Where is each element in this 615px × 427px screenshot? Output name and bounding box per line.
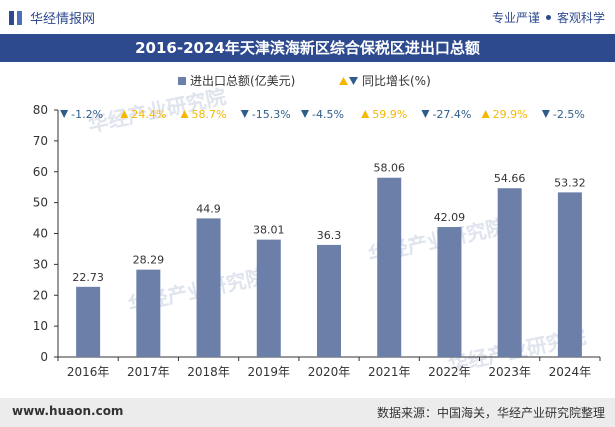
legend-up-triangle-icon bbox=[339, 77, 348, 85]
bullet-icon bbox=[545, 15, 551, 20]
x-tick-label: 2019年 bbox=[248, 365, 291, 379]
bar-value-label: 36.3 bbox=[317, 229, 342, 242]
bar bbox=[377, 177, 402, 357]
yoy-label: 58.7% bbox=[192, 108, 227, 121]
y-tick-label: 0 bbox=[40, 350, 48, 364]
yoy-label: -1.2% bbox=[71, 108, 103, 121]
yoy-up-icon bbox=[481, 110, 490, 118]
legend-label-yoy: 同比增长(%) bbox=[362, 74, 431, 88]
legend-swatch-total bbox=[178, 77, 186, 85]
bar-value-label: 58.06 bbox=[373, 162, 405, 175]
bar bbox=[497, 188, 522, 357]
bar bbox=[557, 192, 582, 357]
bar-value-label: 42.09 bbox=[434, 211, 466, 224]
brand-name: 华经情报网 bbox=[30, 12, 96, 27]
x-tick-label: 2018年 bbox=[187, 365, 230, 379]
chart-title: 2016-2024年天津滨海新区综合保税区进出口总额 bbox=[0, 34, 615, 62]
bars: 22.73 28.29 44.9 38.01 36.3 58.06 42.09 54.66 53… bbox=[72, 162, 586, 357]
bar-value-label: 54.66 bbox=[494, 172, 526, 185]
tagline: 专业严谨 客观科学 bbox=[492, 9, 605, 26]
y-tick-label: 50 bbox=[33, 196, 48, 210]
yoy-down-icon bbox=[541, 110, 550, 118]
footer: www.huaon.com 数据来源：中国海关，华经产业研究院整理 bbox=[0, 398, 615, 427]
footer-source: 数据来源：中国海关，华经产业研究院整理 bbox=[376, 406, 605, 420]
x-tick-label: 2022年 bbox=[428, 365, 471, 379]
yoy-label: 24.4% bbox=[131, 108, 166, 121]
yoy-down-icon bbox=[421, 110, 430, 118]
logo-icon bbox=[8, 10, 24, 26]
bar bbox=[136, 269, 161, 357]
y-tick-label: 60 bbox=[33, 165, 48, 179]
x-tick-label: 2024年 bbox=[549, 365, 592, 379]
bar bbox=[76, 286, 101, 357]
yoy-row: -1.2% 24.4% 58.7% -15.3% -4.5% 59.9% -27.4% 29.… bbox=[60, 108, 585, 121]
yoy-label: 59.9% bbox=[372, 108, 407, 121]
chart: 华经产业研究院华经产业研究院华经产业研究院华经产业研究院 进出口总额(亿美元)同… bbox=[33, 73, 601, 379]
bar-value-label: 53.32 bbox=[554, 176, 586, 189]
legend: 进出口总额(亿美元) 同比增长(%) bbox=[178, 73, 431, 88]
yoy-label: -27.4% bbox=[432, 108, 471, 121]
yoy-down-icon bbox=[240, 110, 249, 118]
yoy-up-icon bbox=[120, 110, 129, 118]
yoy-up-icon bbox=[361, 110, 370, 118]
bar-value-label: 22.73 bbox=[72, 271, 104, 284]
yoy-down-icon bbox=[60, 110, 69, 118]
bar-value-label: 38.01 bbox=[253, 224, 285, 237]
legend-down-triangle-icon bbox=[349, 77, 358, 85]
top-bar: 华经情报网 专业严谨 客观科学 bbox=[0, 0, 615, 34]
yoy-label: -4.5% bbox=[312, 108, 344, 121]
x-tick-label: 2020年 bbox=[308, 365, 351, 379]
y-tick-label: 30 bbox=[33, 257, 48, 271]
bar-value-label: 44.9 bbox=[196, 202, 221, 215]
logo: 华经情报网 bbox=[8, 8, 95, 27]
yoy-label: -2.5% bbox=[553, 108, 585, 121]
tagline-left: 专业严谨 bbox=[491, 11, 540, 25]
y-tick-label: 70 bbox=[33, 134, 48, 148]
bar-value-label: 28.29 bbox=[133, 254, 165, 267]
axes: 0 10 20 30 40 50 60 70 80 2016年 2017年 2018年 2019年 202… bbox=[33, 103, 601, 379]
x-tick-label: 2017年 bbox=[127, 365, 170, 379]
yoy-up-icon bbox=[180, 110, 189, 118]
bar bbox=[437, 227, 462, 357]
x-tick-label: 2016年 bbox=[67, 365, 110, 379]
y-tick-label: 40 bbox=[33, 227, 48, 241]
y-tick-label: 10 bbox=[33, 319, 48, 333]
x-tick-label: 2023年 bbox=[488, 365, 531, 379]
bar bbox=[317, 244, 341, 357]
bar bbox=[256, 239, 281, 357]
bar bbox=[196, 218, 221, 357]
yoy-down-icon bbox=[301, 110, 309, 118]
yoy-label: -15.3% bbox=[252, 108, 291, 121]
y-tick-label: 80 bbox=[33, 103, 48, 117]
tagline-right: 客观科学 bbox=[556, 11, 605, 25]
y-tick-label: 20 bbox=[33, 288, 48, 302]
footer-url: www.huaon.com bbox=[12, 404, 124, 418]
x-tick-label: 2021年 bbox=[368, 365, 411, 379]
yoy-label: 29.9% bbox=[493, 108, 528, 121]
legend-label-total: 进出口总额(亿美元) bbox=[190, 73, 295, 88]
